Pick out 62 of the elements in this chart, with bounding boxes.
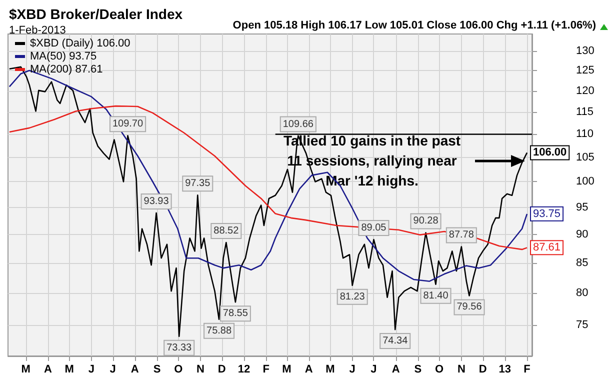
x-tick-label: D	[218, 364, 226, 376]
y-tick-label: 105	[576, 151, 594, 164]
x-tick-label: J	[110, 364, 116, 376]
annotation: 78.55	[222, 308, 248, 320]
x-tick-label: S	[414, 364, 422, 376]
x-tick-label: N	[457, 364, 466, 376]
annotation: 75.88	[206, 325, 232, 336]
annotation: 79.56	[456, 302, 482, 313]
y-tick-label: 130	[576, 44, 594, 57]
annotation: 93.93	[144, 196, 170, 207]
x-tick-label: F	[262, 364, 270, 376]
annotation: 109.66	[282, 118, 314, 130]
legend-label: MA(200) 87.61	[30, 64, 103, 76]
x-tick-label: D	[478, 364, 487, 376]
annotation: 81.23	[340, 291, 366, 302]
x-tick-label: M	[326, 364, 335, 376]
y-tick-label: 95	[576, 201, 588, 214]
annotation: 97.35	[185, 178, 211, 190]
x-tick-label: O	[174, 364, 184, 376]
y-tick-label: 110	[576, 128, 594, 140]
data-label: 93.75	[533, 208, 561, 220]
data-label: 87.61	[533, 242, 561, 254]
x-tick-label: A	[44, 364, 52, 376]
y-tick-label: 80	[576, 286, 588, 299]
data-label: 106.00	[533, 146, 567, 159]
annotation: 73.33	[166, 342, 192, 354]
x-tick-label: 12	[238, 364, 250, 376]
y-tick-label: 100	[576, 176, 594, 188]
x-tick-label: M	[282, 364, 292, 376]
annotation: 88.52	[214, 226, 240, 237]
y-tick-label: 120	[576, 84, 594, 97]
y-tick-label: 90	[576, 228, 588, 240]
x-tick-label: M	[64, 364, 74, 376]
x-tick-label: F	[524, 364, 531, 376]
annotation: 89.05	[361, 222, 387, 234]
x-tick-label: M	[21, 364, 30, 376]
x-tick-label: N	[196, 364, 205, 376]
x-tick-label: A	[130, 364, 139, 376]
y-tick-label: 85	[576, 256, 588, 269]
x-tick-label: A	[304, 364, 313, 376]
text: Open 105.18 High 106.17 Low 105.01 Close 106.00 Chg +1.11 (+1.06%)	[232, 20, 596, 32]
x-tick-label: A	[392, 364, 400, 376]
y-tick-label: 125	[576, 64, 594, 77]
annotation: 87.78	[448, 230, 474, 241]
x-tick-label: S	[153, 364, 161, 376]
x-tick-label: O	[435, 364, 444, 376]
x-tick-label: J	[88, 364, 94, 376]
y-tick-label: 75	[576, 319, 588, 332]
legend-label: $XBD (Daily) 106.00	[30, 38, 130, 50]
x-tick-label: J	[370, 364, 377, 376]
annotation: 109.70	[112, 118, 144, 130]
chart-subtitle: 1-Feb-2013	[9, 24, 66, 36]
legend-label: MA(50) 93.75	[30, 50, 97, 62]
x-tick-label: 13	[498, 364, 512, 376]
x-tick-label: J	[349, 364, 356, 376]
line-series	[8, 66, 528, 338]
annotation: 90.28	[413, 216, 439, 227]
y-tick-label: 115	[576, 106, 594, 118]
chart-title: $XBD Broker/Dealer Index	[9, 6, 183, 22]
annotation: 81.40	[423, 290, 449, 302]
annotation: 74.34	[382, 336, 408, 347]
line-series	[8, 105, 528, 250]
